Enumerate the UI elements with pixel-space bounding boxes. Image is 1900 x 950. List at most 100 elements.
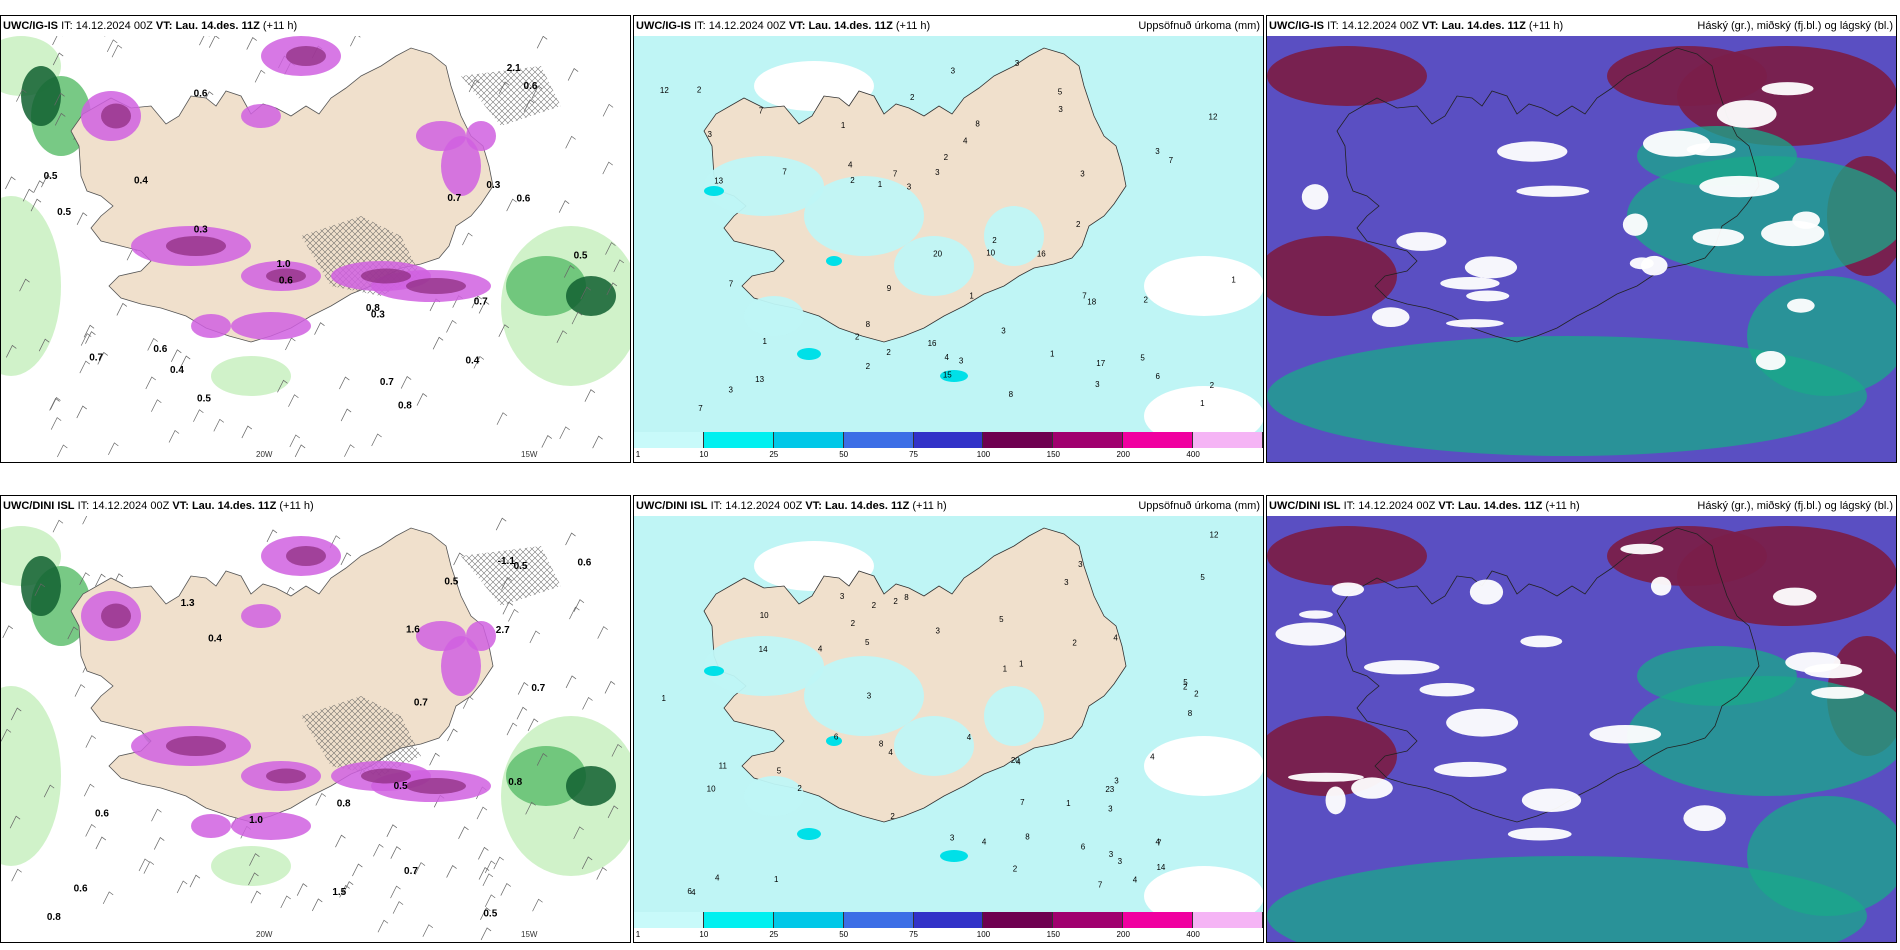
wind-barb bbox=[289, 434, 301, 448]
wind-barb bbox=[458, 826, 469, 839]
precipitation-label: 3 bbox=[1080, 169, 1085, 178]
wind-barb bbox=[5, 176, 16, 190]
clear-sky-area bbox=[1464, 256, 1518, 279]
precipitation-shading bbox=[166, 736, 226, 756]
map-canvas: 0.80.60.60.4 0.30.70.50.30.60.40.70.51.00… bbox=[1, 36, 630, 459]
precipitation-label: 8 bbox=[904, 593, 909, 602]
temperature-label: 0.5 bbox=[444, 577, 458, 588]
wind-barb bbox=[106, 39, 118, 53]
panel-header: UWC/IG-IS IT: 14.12.2024 00Z VT: Lau. 14… bbox=[1267, 16, 1896, 36]
wind-barb bbox=[558, 200, 570, 213]
precipitation-label: 4 bbox=[1113, 634, 1118, 643]
precipitation-label: 12 bbox=[1210, 531, 1219, 540]
wind-barb bbox=[19, 278, 30, 292]
clear-sky-area bbox=[1787, 298, 1815, 313]
precipitation-label: 8 bbox=[1009, 390, 1014, 399]
precipitation-label: 3 bbox=[1108, 804, 1113, 813]
temperature-label: 0.4 bbox=[465, 355, 479, 366]
temperature-shading bbox=[1, 196, 61, 376]
init-time: 14.12.2024 00Z bbox=[725, 500, 803, 512]
wind-barb bbox=[339, 884, 350, 898]
temperature-label: 0.4 bbox=[208, 633, 222, 644]
clear-sky-area bbox=[1371, 307, 1410, 327]
wind-barb bbox=[447, 728, 458, 742]
precipitation-label: 1 bbox=[878, 180, 883, 189]
precipitation-label: 2 bbox=[855, 333, 860, 342]
temperature-label: 0.5 bbox=[514, 561, 528, 572]
clear-sky-area bbox=[1507, 827, 1572, 841]
temperature-label: 0.5 bbox=[394, 781, 408, 792]
precipitation-shading bbox=[704, 636, 824, 696]
valid-time: Lau. 14.des. 11Z bbox=[191, 500, 277, 512]
precipitation-label: 3 bbox=[950, 833, 955, 842]
precipitation-shading bbox=[984, 206, 1044, 266]
wind-barb bbox=[34, 583, 46, 597]
temperature-label: 0.3 bbox=[486, 180, 500, 191]
precipitation-label: 6 bbox=[1081, 842, 1086, 851]
temperature-label: 0.7 bbox=[474, 296, 488, 307]
colorbar-tick: 100 bbox=[976, 450, 991, 459]
model-name: UWC/IG-IS bbox=[636, 20, 691, 32]
precipitation-label: 23 bbox=[1105, 785, 1114, 794]
wind-barb bbox=[315, 792, 327, 806]
precipitation-label: 2 bbox=[697, 85, 702, 94]
colorbar-tick: 50 bbox=[839, 930, 849, 939]
precipitation-label: 2 bbox=[872, 601, 877, 610]
wind-barb bbox=[350, 36, 361, 47]
precipitation-shading bbox=[361, 268, 411, 284]
colorbar-swatch bbox=[913, 912, 984, 928]
wind-barb bbox=[285, 337, 296, 351]
temperature-wind-map: UWC/IG-IS IT: 14.12.2024 00Z VT: Lau. 14… bbox=[0, 15, 631, 463]
wind-barb bbox=[246, 37, 257, 50]
wind-barb bbox=[611, 743, 623, 757]
dry-area bbox=[1144, 256, 1263, 316]
precipitation-label: 1 bbox=[662, 694, 667, 703]
precipitation-label: 4 bbox=[1150, 752, 1155, 761]
wind-barb bbox=[50, 396, 61, 410]
temperature-label: 0.7 bbox=[531, 683, 545, 694]
precipitation-label: 2 bbox=[850, 176, 855, 185]
clear-sky-area bbox=[1497, 141, 1568, 162]
wind-barb bbox=[573, 599, 585, 612]
precipitation-label: 10 bbox=[986, 248, 995, 257]
precipitation-label: 7 bbox=[1157, 838, 1162, 847]
wind-barb bbox=[143, 861, 155, 874]
wind-barb bbox=[95, 836, 107, 850]
precipitation-max bbox=[826, 256, 842, 266]
precipitation-label: 20 bbox=[933, 249, 942, 258]
clear-sky-area bbox=[1516, 185, 1590, 197]
temperature-label: 0.8 bbox=[47, 912, 61, 923]
precipitation-label: 3 bbox=[1155, 147, 1160, 156]
wind-barb bbox=[371, 433, 382, 447]
clear-sky-area bbox=[1466, 290, 1510, 302]
precipitation-label: 1 bbox=[774, 875, 779, 884]
precipitation-label: 7 bbox=[1020, 798, 1025, 807]
wind-barb bbox=[340, 408, 352, 422]
wind-barb bbox=[429, 752, 440, 766]
precipitation-label: 12 bbox=[660, 86, 669, 95]
temperature-label: 0.6 bbox=[516, 194, 530, 205]
colorbar-swatch bbox=[1193, 912, 1263, 928]
map-canvas bbox=[1267, 516, 1896, 942]
wind-barb bbox=[176, 880, 188, 894]
wind-barb bbox=[565, 532, 576, 546]
wind-barb bbox=[573, 826, 584, 840]
init-time: 14.12.2024 00Z bbox=[75, 20, 153, 32]
colorbar-swatch bbox=[703, 912, 774, 928]
precipitation-label: 5 bbox=[1058, 88, 1063, 97]
precipitation-label: 1 bbox=[763, 337, 768, 346]
wind-barb bbox=[462, 232, 473, 246]
dry-area bbox=[754, 541, 874, 591]
lead-time: (+11 h) bbox=[279, 500, 314, 512]
low-cloud-field bbox=[1627, 156, 1896, 276]
temperature-label: 2.7 bbox=[496, 625, 510, 636]
wind-barb bbox=[52, 36, 63, 46]
precipitation-label: 1 bbox=[1003, 665, 1008, 674]
wind-barb bbox=[567, 68, 579, 81]
init-time-label: IT: bbox=[77, 500, 93, 512]
precipitation-shading bbox=[744, 296, 804, 336]
wind-barb bbox=[97, 351, 108, 365]
clear-sky-area bbox=[1301, 184, 1329, 210]
precipitation-label: 15 bbox=[943, 370, 952, 379]
temperature-label: 1.6 bbox=[406, 625, 420, 636]
